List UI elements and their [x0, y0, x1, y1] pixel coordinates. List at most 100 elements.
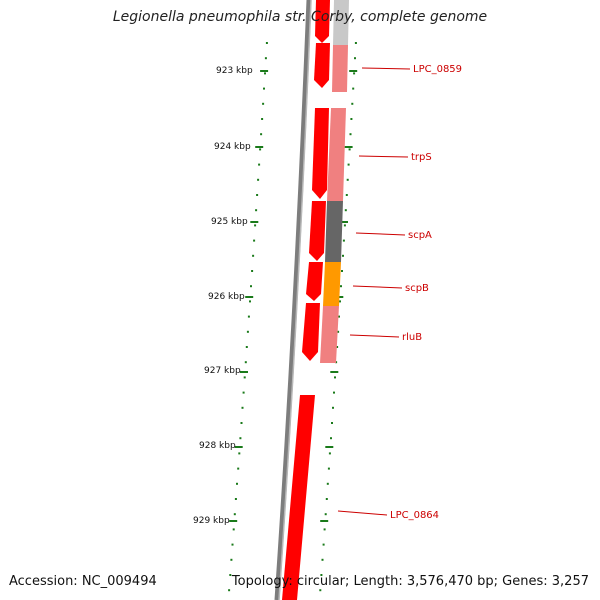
scale-dot	[336, 346, 339, 348]
scale-dot	[261, 118, 264, 120]
scale-dot	[322, 543, 325, 546]
scale-dot	[324, 513, 327, 516]
gene-bar-LPC_0859[interactable]	[332, 45, 348, 92]
gene-labels: LPC_0859 trpS scpA scpB rluB LPC_0864	[390, 64, 462, 521]
scale-dot	[237, 467, 240, 470]
scale-dot	[344, 209, 347, 212]
scale-dot	[328, 452, 331, 455]
tick-label: 928 kbp	[199, 441, 236, 451]
scale-dot	[234, 498, 237, 500]
scale-dot	[342, 254, 344, 257]
annotation-track	[320, 0, 349, 363]
scale-dot	[258, 163, 261, 166]
scale-dot	[247, 315, 250, 318]
gene-label-scpA[interactable]: scpA	[408, 230, 432, 241]
genome-backbone-highlight	[278, 0, 312, 600]
gene-arrow[interactable]	[309, 201, 326, 261]
genome-title: Legionella pneumophila str. Corby, compl…	[112, 9, 488, 25]
scale-dot	[238, 452, 241, 455]
scale-dot	[339, 300, 341, 303]
scale-dot	[338, 315, 340, 318]
genome-backbone	[274, 0, 312, 600]
scale-dot	[239, 437, 242, 440]
scale-dot	[347, 163, 350, 166]
scale-dot	[325, 498, 328, 500]
scale-dot	[321, 558, 324, 561]
scale-dot	[236, 482, 238, 485]
scale-dot	[257, 178, 260, 181]
tick-labels: 923 kbp 924 kbp 925 kbp 926 kbp 927 kbp …	[193, 66, 253, 526]
scale-dot	[232, 528, 235, 531]
scale-dot	[352, 87, 355, 90]
scale-dot	[323, 528, 326, 531]
gene-arrow[interactable]	[302, 303, 320, 361]
tick-label: 929 kbp	[193, 516, 230, 526]
scale-dot	[330, 437, 332, 440]
scale-dot	[229, 574, 232, 576]
tick-majors	[229, 70, 358, 522]
scale-dot	[251, 270, 254, 272]
scale-dot	[244, 361, 247, 364]
genome-summary-text: Topology: circular; Length: 3,576,470 bp…	[231, 574, 589, 589]
scale-dot	[264, 57, 267, 60]
gene-bar-scpA[interactable]	[325, 201, 343, 262]
scale-dot	[320, 574, 323, 576]
scale-dot	[249, 300, 251, 303]
scale-dot	[246, 330, 249, 333]
scale-dot	[342, 239, 345, 242]
scale-dot	[331, 422, 333, 424]
scale-dot	[354, 42, 357, 44]
label-leaders	[337, 67, 411, 516]
scale-dot	[264, 72, 266, 75]
gene-label-LPC_0864[interactable]: LPC_0864	[390, 510, 439, 521]
gene-arrow[interactable]	[314, 43, 330, 88]
gene-label-LPC_0859[interactable]: LPC_0859	[413, 64, 462, 75]
scale-dot	[228, 589, 231, 592]
scale-dot	[240, 422, 243, 424]
tick-label: 923 kbp	[216, 66, 253, 76]
gene-bar-rluB[interactable]	[320, 306, 339, 363]
tick-label: 925 kbp	[211, 217, 248, 227]
scale-dot	[252, 254, 255, 257]
gene-bar-trpS[interactable]	[327, 108, 346, 201]
gene-arrow[interactable]	[315, 0, 330, 43]
scale-dot	[345, 194, 348, 196]
scale-dot	[343, 224, 346, 227]
scale-dot	[334, 376, 336, 379]
tick-label: 927 kbp	[204, 366, 241, 376]
scale-dot	[351, 102, 354, 105]
scale-dot	[233, 513, 236, 516]
scale-dot	[260, 133, 263, 136]
scale-dot	[333, 391, 335, 394]
gene-label-trpS[interactable]: trpS	[411, 152, 432, 163]
scale-dot	[262, 102, 265, 105]
gene-bar-scpB[interactable]	[323, 262, 341, 306]
gene-arrow[interactable]	[312, 108, 329, 199]
gene-arrow[interactable]	[306, 262, 323, 301]
scale-dot	[230, 558, 233, 561]
scale-dot	[353, 72, 356, 75]
scale-dot	[348, 148, 351, 151]
scale-dot	[332, 406, 334, 409]
scale-dot	[231, 543, 234, 546]
scale-dot	[265, 42, 268, 44]
scale-dot	[349, 133, 352, 136]
scale-dot	[255, 209, 258, 212]
scale-dot	[259, 148, 262, 151]
gene-bar-grey[interactable]	[333, 0, 349, 45]
forward-genes	[282, 0, 330, 600]
scale-dot	[346, 178, 349, 181]
gene-label-scpB[interactable]: scpB	[405, 283, 429, 294]
scale-dot	[340, 285, 342, 288]
scale-dot	[341, 270, 343, 272]
scale-dot	[319, 589, 322, 592]
gene-arrow[interactable]	[282, 395, 315, 600]
scale-dot	[256, 194, 259, 196]
scale-dot	[335, 361, 338, 364]
tick-scale	[228, 42, 357, 592]
scale-dot	[254, 224, 257, 227]
scale-dot	[327, 467, 330, 470]
gene-label-rluB[interactable]: rluB	[402, 332, 422, 343]
tick-label: 924 kbp	[214, 142, 251, 152]
